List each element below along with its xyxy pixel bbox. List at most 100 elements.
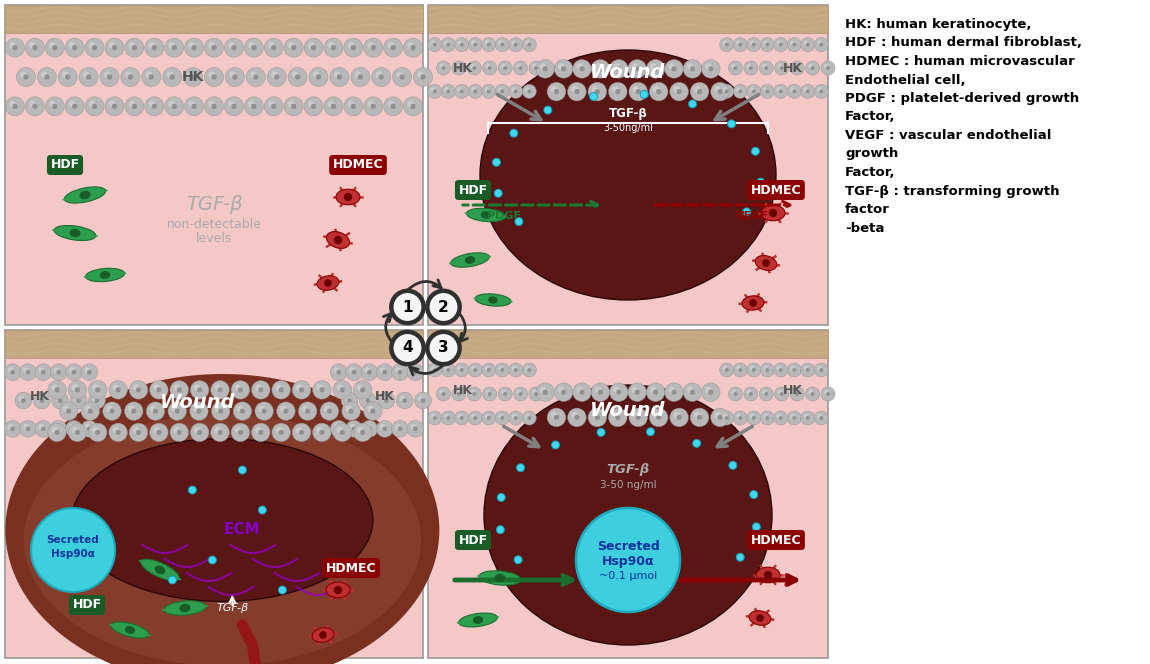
Circle shape [529, 387, 543, 401]
Circle shape [9, 42, 16, 48]
Circle shape [504, 66, 507, 70]
Circle shape [458, 366, 462, 371]
Circle shape [284, 97, 304, 116]
Circle shape [85, 406, 91, 412]
Circle shape [613, 386, 620, 393]
Circle shape [722, 87, 728, 92]
Circle shape [653, 66, 658, 72]
Circle shape [591, 383, 610, 402]
Circle shape [361, 420, 377, 437]
Circle shape [762, 390, 767, 394]
Circle shape [800, 363, 814, 377]
Ellipse shape [24, 414, 421, 664]
Circle shape [460, 90, 463, 94]
Circle shape [231, 423, 250, 442]
Ellipse shape [467, 208, 506, 222]
Circle shape [522, 38, 536, 52]
Circle shape [554, 89, 559, 94]
Circle shape [87, 370, 92, 374]
Circle shape [592, 86, 598, 92]
Circle shape [148, 74, 154, 80]
Circle shape [217, 430, 223, 435]
Circle shape [498, 41, 503, 45]
Circle shape [792, 416, 796, 420]
Circle shape [452, 61, 466, 75]
Circle shape [718, 89, 722, 94]
Circle shape [238, 466, 246, 474]
Circle shape [309, 68, 328, 86]
Circle shape [492, 158, 500, 166]
Circle shape [5, 420, 21, 437]
Circle shape [276, 427, 282, 434]
Circle shape [512, 366, 516, 371]
Text: Wound: Wound [590, 400, 666, 420]
Circle shape [384, 97, 402, 116]
Circle shape [289, 68, 307, 86]
Circle shape [551, 86, 558, 92]
Circle shape [342, 392, 358, 409]
Circle shape [413, 426, 417, 431]
Circle shape [399, 396, 406, 401]
Circle shape [288, 101, 294, 108]
Circle shape [486, 90, 491, 94]
Circle shape [380, 424, 385, 430]
Circle shape [531, 64, 537, 68]
Ellipse shape [749, 611, 770, 625]
Circle shape [305, 408, 310, 414]
Circle shape [765, 42, 769, 46]
Text: TGF-β: TGF-β [216, 603, 248, 613]
Circle shape [330, 420, 347, 437]
Circle shape [391, 290, 424, 324]
Circle shape [224, 97, 244, 116]
Circle shape [728, 61, 743, 75]
Circle shape [776, 366, 782, 371]
Circle shape [749, 392, 753, 396]
Circle shape [105, 97, 124, 116]
Circle shape [233, 402, 252, 420]
Circle shape [240, 408, 245, 414]
Circle shape [398, 426, 402, 431]
Circle shape [339, 430, 345, 435]
Circle shape [804, 41, 808, 45]
Circle shape [299, 430, 304, 435]
Circle shape [334, 586, 343, 594]
Circle shape [13, 104, 17, 109]
Circle shape [23, 424, 29, 430]
Circle shape [392, 420, 408, 437]
Circle shape [153, 408, 158, 414]
Circle shape [358, 427, 363, 434]
Circle shape [62, 71, 69, 78]
Circle shape [474, 416, 477, 420]
Circle shape [131, 408, 137, 414]
Ellipse shape [140, 559, 179, 581]
Circle shape [353, 423, 371, 442]
Circle shape [41, 426, 46, 431]
Circle shape [388, 42, 394, 48]
Circle shape [25, 426, 30, 431]
Circle shape [215, 406, 222, 412]
Circle shape [38, 424, 44, 430]
Circle shape [133, 384, 139, 391]
Circle shape [522, 411, 536, 425]
Circle shape [504, 392, 507, 396]
Text: HK: human keratinocyte,
HDF : human dermal fibroblast,
HDMEC : human microvascul: HK: human keratinocyte, HDF : human derm… [845, 18, 1082, 234]
Circle shape [458, 41, 462, 45]
Circle shape [498, 414, 503, 419]
Circle shape [347, 101, 354, 108]
Ellipse shape [756, 567, 780, 583]
Circle shape [288, 42, 294, 48]
Circle shape [444, 87, 449, 92]
Circle shape [454, 363, 469, 377]
Circle shape [351, 68, 370, 86]
Circle shape [765, 392, 768, 396]
Circle shape [592, 412, 598, 418]
Circle shape [197, 387, 202, 392]
Circle shape [308, 42, 314, 48]
Circle shape [210, 380, 229, 399]
Circle shape [528, 90, 531, 94]
Circle shape [590, 92, 598, 100]
Circle shape [320, 387, 324, 392]
Circle shape [775, 387, 789, 401]
Circle shape [774, 84, 788, 98]
Circle shape [292, 380, 311, 399]
